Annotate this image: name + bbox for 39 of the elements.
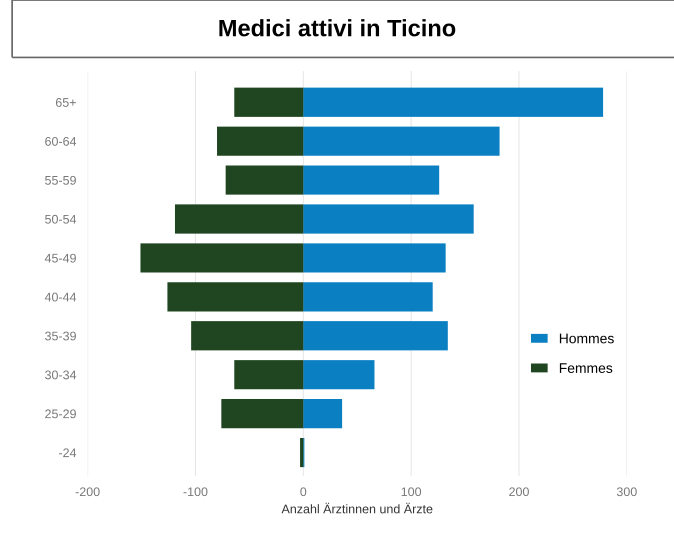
bar [167, 282, 304, 312]
bar [140, 243, 304, 273]
x-tick-label: 100 [402, 487, 422, 496]
legend-label: Hommes [560, 334, 614, 344]
chart-title: Medici attivi in Ticino [219, 19, 456, 36]
bar [303, 88, 604, 117]
bar [234, 360, 304, 390]
bar [226, 165, 304, 195]
bar [300, 438, 304, 468]
bar [303, 360, 374, 390]
y-tick-label: 45-49 [44, 254, 76, 263]
x-tick-label: 0 [300, 487, 306, 496]
bar [191, 321, 304, 350]
y-tick-label: 40-44 [44, 292, 76, 302]
y-tick-label: 50-54 [45, 214, 76, 224]
x-tick-label: -100 [184, 487, 208, 496]
bar [221, 399, 304, 428]
bar [234, 88, 304, 117]
x-tick-label: -200 [76, 487, 100, 496]
y-tick-label: 65+ [56, 98, 76, 107]
bar [174, 204, 304, 234]
y-tick-label: 55-59 [45, 176, 76, 185]
y-tick-label: 30-34 [45, 370, 76, 380]
bar [303, 321, 448, 350]
x-tick-label: 200 [509, 487, 529, 496]
bar [303, 399, 342, 428]
x-tick-label: 300 [616, 487, 637, 496]
bar [217, 126, 304, 156]
x-axis-title: Anzahl Ärztinnen und Ärzte [282, 502, 432, 514]
bar [303, 126, 500, 156]
y-tick-label: 35-39 [45, 332, 76, 340]
y-tick-label: 60-64 [45, 136, 76, 146]
y-tick-label: -24 [59, 448, 76, 458]
bar [303, 243, 446, 273]
bar [303, 204, 474, 234]
bar [303, 165, 440, 195]
y-tick-label: 25-29 [45, 409, 76, 418]
legend-label: Femmes [560, 363, 612, 373]
bar [303, 282, 433, 312]
